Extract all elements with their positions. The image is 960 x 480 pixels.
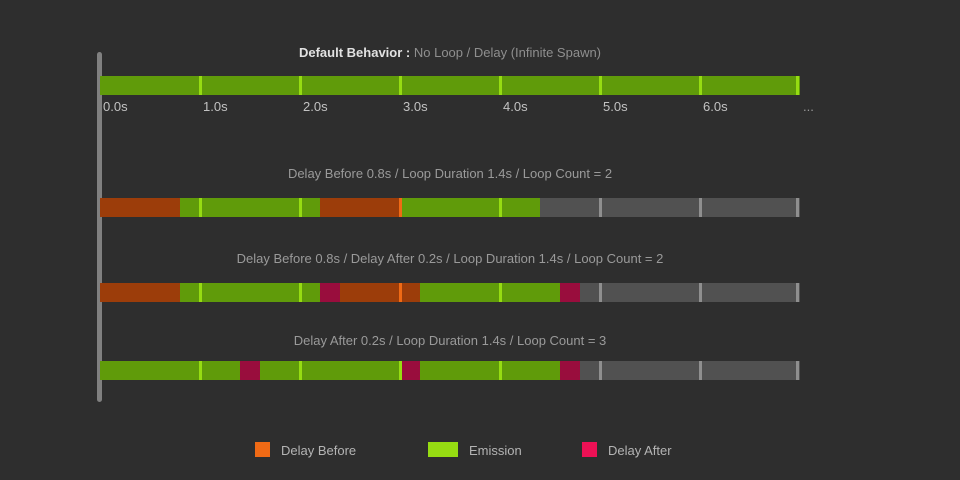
time-axis-labels: 0.0s 1.0s 2.0s 3.0s 4.0s 5.0s 6.0s... — [100, 99, 820, 115]
legend-swatch-delay-before — [255, 442, 270, 457]
tick-mark — [796, 76, 799, 95]
segment-delay-after — [240, 361, 260, 380]
segment-emission — [400, 198, 540, 217]
tick-mark — [299, 76, 302, 95]
tick-mark — [699, 361, 702, 380]
segment-delay-after — [400, 361, 420, 380]
segment-inactive — [580, 283, 800, 302]
tick-mark — [399, 283, 402, 302]
tick-mark — [399, 76, 402, 95]
time-label: 1.0s — [203, 99, 228, 114]
segment-delay-after — [560, 283, 580, 302]
timeline-axis-line — [97, 52, 102, 402]
tick-mark — [699, 76, 702, 95]
segment-emission — [180, 198, 320, 217]
tick-mark — [796, 361, 799, 380]
tick-mark — [299, 283, 302, 302]
legend-label: Delay Before — [281, 443, 357, 458]
segment-emission — [260, 361, 400, 380]
segment-emission — [180, 283, 320, 302]
tick-mark — [796, 198, 799, 217]
timeline-bar — [100, 198, 800, 217]
tick-mark — [699, 283, 702, 302]
tick-mark — [499, 76, 502, 95]
legend-swatch-emission — [428, 442, 458, 457]
tick-mark — [199, 361, 202, 380]
timeline-bar — [100, 283, 800, 302]
time-label: 0.0s — [103, 99, 128, 114]
section-title-bold: Default Behavior : — [298, 45, 411, 60]
segment-delay-before — [100, 198, 180, 217]
segment-emission — [420, 361, 560, 380]
segment-inactive — [580, 361, 800, 380]
segment-inactive — [540, 198, 800, 217]
segment-emission — [100, 361, 240, 380]
section-title: Delay Before 0.8s / Delay After 0.2s / L… — [236, 251, 664, 266]
timeline-bar — [100, 361, 800, 380]
time-label: 5.0s — [603, 99, 628, 114]
tick-mark — [599, 361, 602, 380]
tick-mark — [399, 361, 402, 380]
tick-mark — [499, 283, 502, 302]
tick-mark — [796, 283, 799, 302]
legend-swatch-delay-after — [582, 442, 597, 457]
tick-mark — [499, 361, 502, 380]
section-title: Delay Before 0.8s / Loop Duration 1.4s /… — [287, 166, 613, 181]
time-label: 4.0s — [503, 99, 528, 114]
segment-delay-after — [560, 361, 580, 380]
segment-delay-before — [100, 283, 180, 302]
section-title-rest: No Loop / Delay (Infinite Spawn) — [413, 45, 602, 60]
timeline-bar — [100, 76, 800, 95]
tick-mark — [399, 198, 402, 217]
tick-mark — [199, 283, 202, 302]
tick-mark — [499, 198, 502, 217]
segment-delay-after — [320, 283, 340, 302]
legend: Delay Before Emission Delay After — [0, 442, 960, 458]
tick-mark — [199, 76, 202, 95]
time-label: 3.0s — [403, 99, 428, 114]
tick-mark — [199, 198, 202, 217]
time-label: 2.0s — [303, 99, 328, 114]
tick-mark — [599, 198, 602, 217]
segment-delay-before — [320, 198, 400, 217]
tick-mark — [299, 198, 302, 217]
segment-emission — [420, 283, 560, 302]
ellipsis-label: ... — [803, 99, 814, 114]
section-title: Default Behavior : No Loop / Delay (Infi… — [100, 45, 800, 60]
segment-emission — [100, 76, 800, 95]
legend-label: Delay After — [608, 443, 672, 458]
tick-mark — [299, 361, 302, 380]
segment-delay-before — [340, 283, 420, 302]
section-title: Delay After 0.2s / Loop Duration 1.4s / … — [293, 333, 607, 348]
time-label: 6.0s — [703, 99, 728, 114]
tick-mark — [699, 198, 702, 217]
tick-mark — [599, 283, 602, 302]
tick-mark — [599, 76, 602, 95]
legend-label: Emission — [469, 443, 522, 458]
